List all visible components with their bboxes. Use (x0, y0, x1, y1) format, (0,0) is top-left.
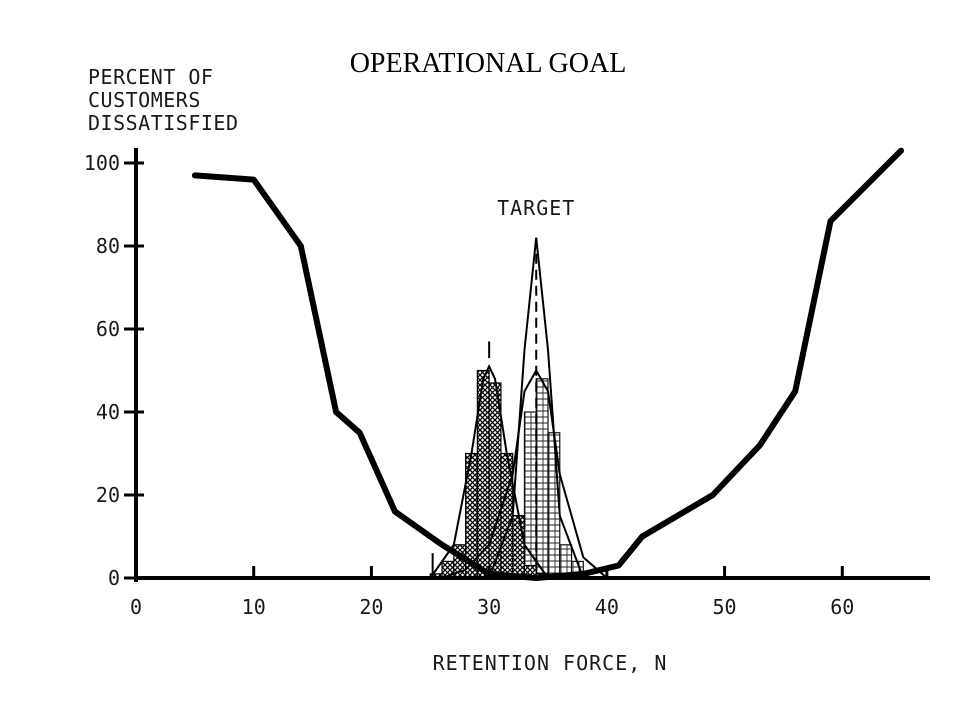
x-tick-label-50: 50 (713, 595, 737, 619)
y-axis-label-line-3: DISSATISFIED (88, 111, 239, 135)
y-axis-label-line-1: PERCENT OF (88, 65, 214, 89)
y-tick-label-100: 100 (84, 151, 120, 175)
x-tick-label-10: 10 (242, 595, 266, 619)
y-tick-label-60: 60 (96, 317, 120, 341)
x-axis-title: RETENTION FORCE, N (433, 651, 668, 675)
x-tick-label-20: 20 (359, 595, 383, 619)
slide-title: OPERATIONAL GOAL (349, 48, 627, 79)
y-axis-label-line-2: CUSTOMERS (88, 88, 201, 112)
target-wide-curve (441, 368, 608, 579)
y-tick-label-80: 80 (96, 234, 120, 258)
target-histogram-bar (547, 432, 561, 579)
target-annotation: TARGET (497, 196, 575, 220)
y-tick-label-20: 20 (96, 483, 120, 507)
x-tick-label-40: 40 (595, 595, 619, 619)
x-tick-label-0: 0 (130, 595, 142, 619)
current-histogram-bar (512, 515, 526, 579)
axis-layer: 0 20 40 60 80 100 0 10 20 30 40 50 60 (84, 148, 930, 619)
y-tick-label-0: 0 (108, 566, 120, 590)
x-tick-label-30: 30 (477, 595, 501, 619)
y-tick-label-40: 40 (96, 400, 120, 424)
target-histogram-bar (535, 378, 549, 579)
x-tick-label-60: 60 (830, 595, 854, 619)
current-process-curve (429, 364, 549, 579)
